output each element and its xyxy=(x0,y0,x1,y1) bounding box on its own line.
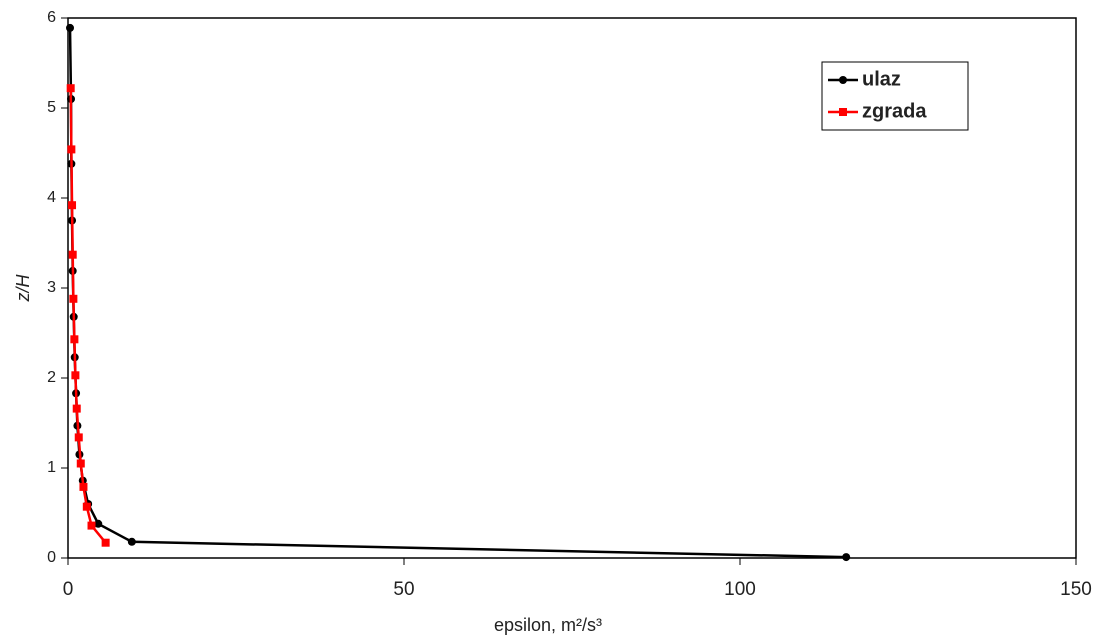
marker xyxy=(101,538,110,547)
legend-marker xyxy=(839,76,847,84)
y-tick-label: 2 xyxy=(47,369,56,386)
y-tick-label: 5 xyxy=(47,99,56,116)
series-line xyxy=(68,27,847,559)
legend-label: ulaz xyxy=(862,68,901,90)
ticks: 0 50 100 150 0 1 2 3 4 5 6 xyxy=(47,9,1092,600)
marker xyxy=(67,145,76,154)
marker xyxy=(68,250,77,259)
marker xyxy=(69,294,78,303)
marker xyxy=(76,459,85,468)
y-axis-label: z/H xyxy=(13,273,33,302)
y-tick-label: 0 xyxy=(47,549,56,566)
legend-box xyxy=(821,61,969,131)
marker xyxy=(72,404,81,413)
x-tick-label: 150 xyxy=(1060,579,1092,600)
y-tick-label: 1 xyxy=(47,459,56,476)
marker xyxy=(842,553,851,562)
y-tick-label: 4 xyxy=(47,189,56,206)
marker xyxy=(71,371,80,380)
marker xyxy=(66,84,75,93)
marker xyxy=(82,502,91,511)
y-tick-label: 3 xyxy=(47,279,56,296)
marker xyxy=(74,433,83,442)
legend-label: zgrada xyxy=(862,100,927,122)
marker xyxy=(87,521,96,530)
marker xyxy=(70,335,79,344)
y-tick-label: 6 xyxy=(47,9,56,26)
marker xyxy=(79,482,88,491)
x-tick-label: 0 xyxy=(63,579,74,600)
x-tick-label: 100 xyxy=(724,579,756,600)
x-tick-label: 50 xyxy=(393,579,414,600)
x-axis-label: epsilon, m²/s³ xyxy=(494,615,602,635)
legend-marker xyxy=(839,108,847,116)
marker xyxy=(94,519,103,528)
marker xyxy=(68,201,77,210)
marker xyxy=(66,23,75,32)
marker xyxy=(127,537,136,546)
